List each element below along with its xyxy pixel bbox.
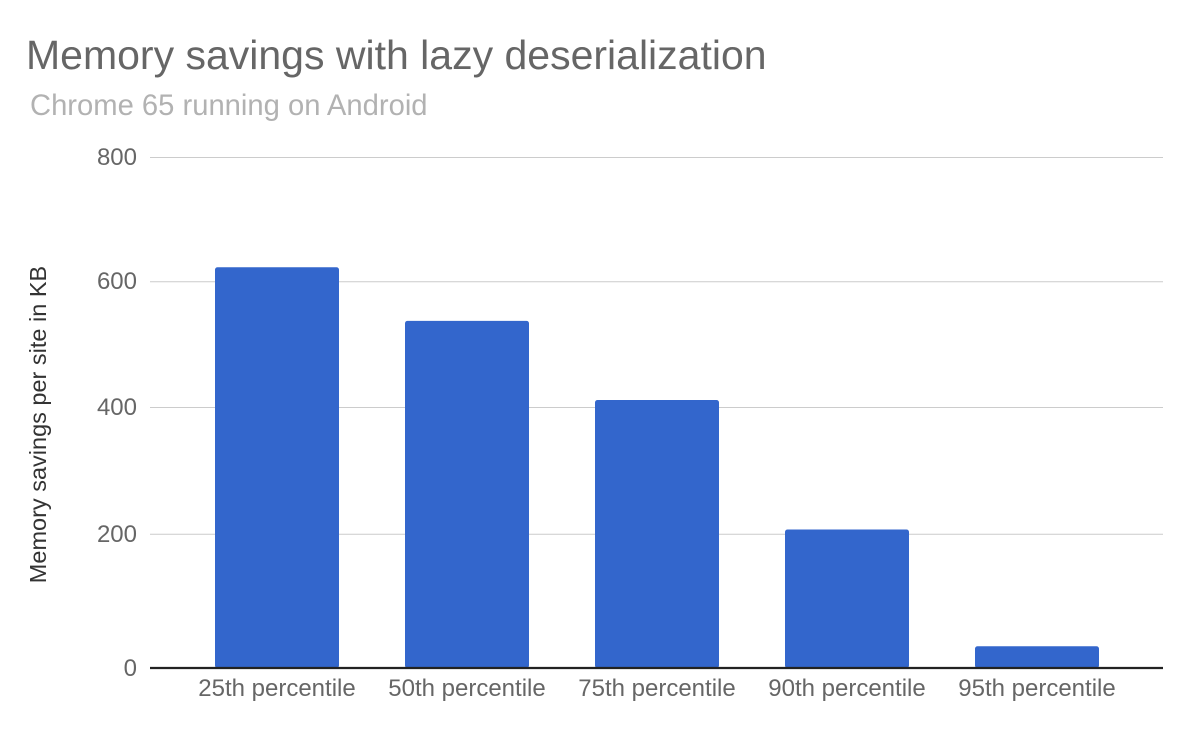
svg-text:90th percentile: 90th percentile — [768, 675, 925, 702]
svg-text:400: 400 — [97, 394, 137, 421]
svg-text:0: 0 — [124, 655, 137, 682]
svg-text:800: 800 — [97, 144, 137, 171]
svg-text:200: 200 — [97, 521, 137, 548]
svg-text:50th percentile: 50th percentile — [388, 675, 545, 702]
svg-text:25th percentile: 25th percentile — [198, 675, 355, 702]
svg-text:95th percentile: 95th percentile — [958, 675, 1115, 702]
svg-text:75th percentile: 75th percentile — [578, 675, 735, 702]
svg-text:Memory savings per site in KB: Memory savings per site in KB — [25, 266, 51, 583]
svg-text:600: 600 — [97, 268, 137, 295]
